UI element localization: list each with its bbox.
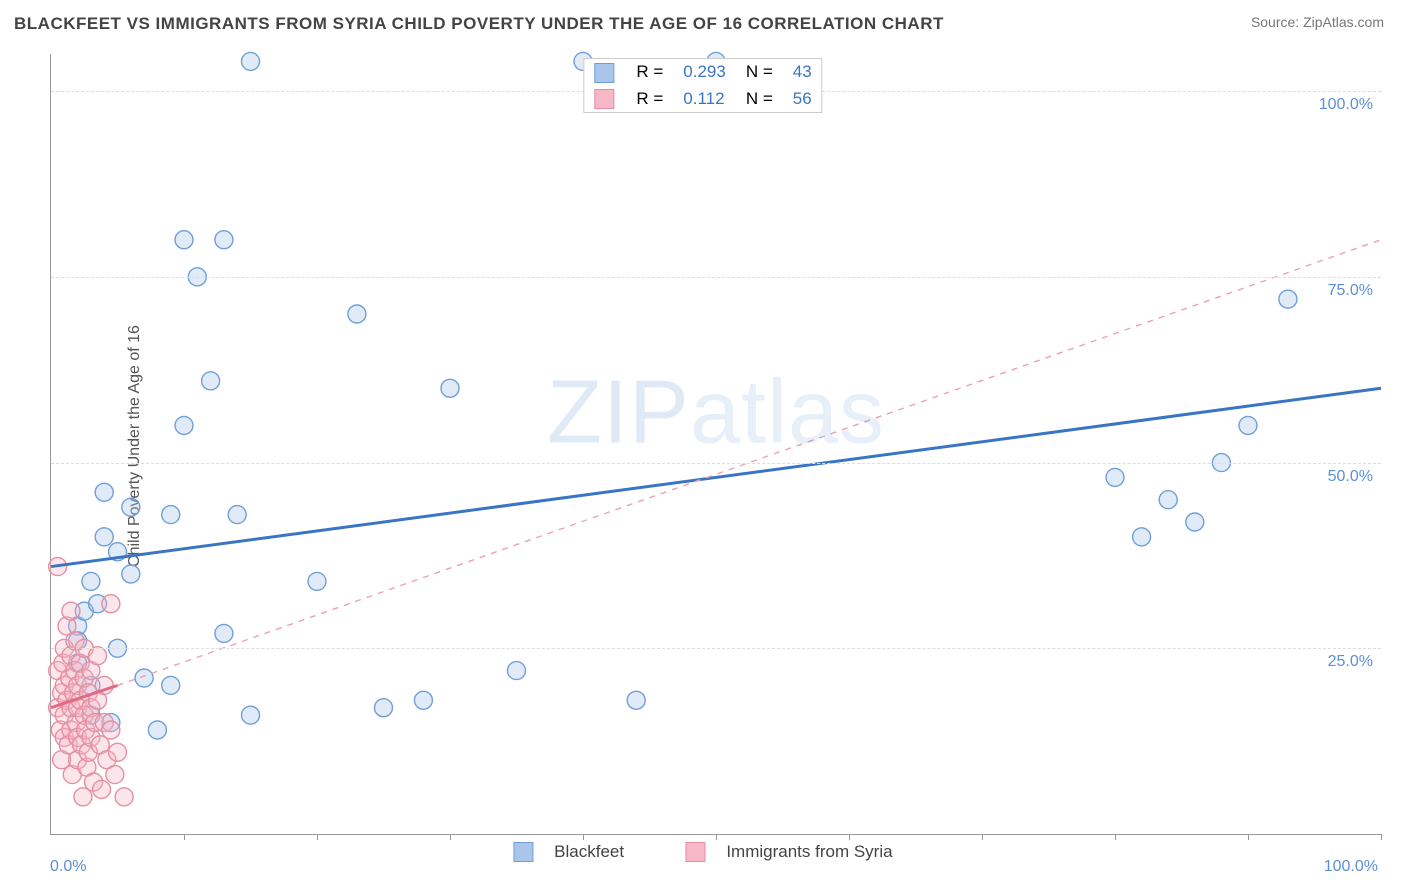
r-value-syria: 0.112 — [673, 86, 736, 113]
x-tick — [716, 834, 717, 840]
x-tick — [849, 834, 850, 840]
y-tick-label: 75.0% — [1328, 282, 1373, 300]
data-point — [228, 506, 246, 524]
data-point — [148, 721, 166, 739]
data-point — [627, 691, 645, 709]
data-point — [106, 766, 124, 784]
source-prefix: Source: — [1251, 14, 1303, 30]
data-point — [1279, 290, 1297, 308]
series-name-syria: Immigrants from Syria — [726, 842, 892, 861]
chart-svg — [51, 54, 1381, 834]
gridline — [51, 648, 1381, 649]
data-point — [242, 52, 260, 70]
data-point — [122, 565, 140, 583]
n-value-blackfeet: 43 — [783, 59, 822, 86]
data-point — [62, 602, 80, 620]
data-point — [508, 662, 526, 680]
data-point — [215, 624, 233, 642]
x-tick — [184, 834, 185, 840]
data-point — [1186, 513, 1204, 531]
data-point — [102, 721, 120, 739]
data-point — [308, 572, 326, 590]
data-point — [95, 528, 113, 546]
series-legend: Blackfeet Immigrants from Syria — [505, 841, 900, 862]
data-point — [441, 379, 459, 397]
swatch-syria-bottom — [686, 842, 706, 862]
swatch-blackfeet — [594, 63, 614, 83]
data-point — [1239, 416, 1257, 434]
data-point — [1106, 468, 1124, 486]
data-point — [162, 506, 180, 524]
data-point — [82, 572, 100, 590]
data-point — [115, 788, 133, 806]
gridline — [51, 463, 1381, 464]
legend-row-blackfeet: R = 0.293 N = 43 — [584, 59, 821, 86]
x-tick — [1115, 834, 1116, 840]
x-tick — [583, 834, 584, 840]
data-point — [95, 483, 113, 501]
series-name-blackfeet: Blackfeet — [554, 842, 624, 861]
y-tick-label: 50.0% — [1328, 468, 1373, 486]
data-point — [242, 706, 260, 724]
x-tick — [1248, 834, 1249, 840]
source-attribution: Source: ZipAtlas.com — [1251, 14, 1384, 30]
data-point — [175, 416, 193, 434]
y-tick-label: 25.0% — [1328, 653, 1373, 671]
trend-line — [51, 388, 1381, 566]
x-axis-min-label: 0.0% — [50, 858, 86, 876]
data-point — [215, 231, 233, 249]
r-label: R = — [626, 86, 673, 113]
x-axis-max-label: 100.0% — [1324, 858, 1378, 876]
n-label: N = — [736, 59, 783, 86]
data-point — [175, 231, 193, 249]
plot-area: ZIPatlas 25.0%50.0%75.0%100.0% — [50, 54, 1381, 835]
gridline — [51, 277, 1381, 278]
x-tick — [982, 834, 983, 840]
swatch-syria — [594, 89, 614, 109]
source-name: ZipAtlas.com — [1303, 14, 1384, 30]
r-value-blackfeet: 0.293 — [673, 59, 736, 86]
n-value-syria: 56 — [783, 86, 822, 113]
x-tick — [1381, 834, 1382, 840]
data-point — [135, 669, 153, 687]
data-point — [102, 595, 120, 613]
data-point — [1133, 528, 1151, 546]
data-point — [162, 676, 180, 694]
swatch-blackfeet-bottom — [513, 842, 533, 862]
x-tick — [450, 834, 451, 840]
data-point — [93, 780, 111, 798]
data-point — [375, 699, 393, 717]
n-label: N = — [736, 86, 783, 113]
legend-row-syria: R = 0.112 N = 56 — [584, 86, 821, 113]
data-point — [414, 691, 432, 709]
data-point — [202, 372, 220, 390]
y-tick-label: 100.0% — [1319, 96, 1373, 114]
correlation-legend: R = 0.293 N = 43 R = 0.112 N = 56 — [583, 58, 822, 113]
data-point — [89, 647, 107, 665]
data-point — [1159, 491, 1177, 509]
x-tick — [317, 834, 318, 840]
data-point — [109, 743, 127, 761]
data-point — [122, 498, 140, 516]
r-label: R = — [626, 59, 673, 86]
data-point — [348, 305, 366, 323]
chart-title: BLACKFEET VS IMMIGRANTS FROM SYRIA CHILD… — [14, 14, 944, 34]
